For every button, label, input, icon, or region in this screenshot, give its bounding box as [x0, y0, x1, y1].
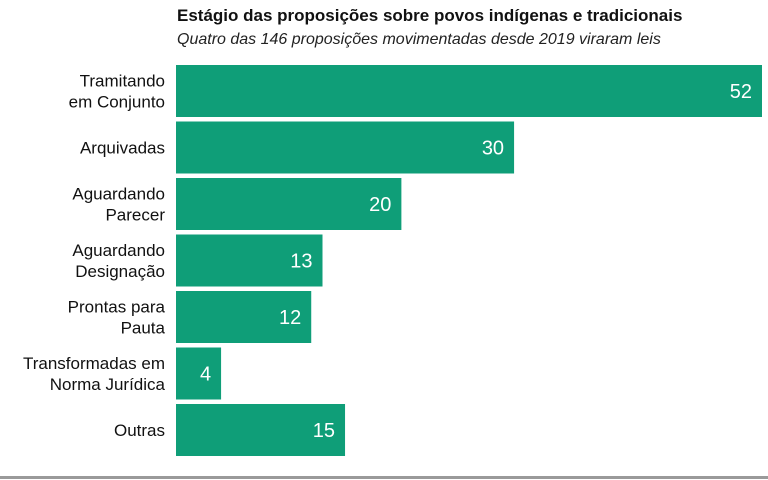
bar: [176, 347, 222, 400]
category-label: Transformadas em Norma Jurídica: [23, 354, 166, 394]
chart-title: Estágio das proposições sobre povos indí…: [177, 6, 683, 25]
bottom-divider: [0, 476, 768, 479]
data-label: 30: [482, 138, 504, 160]
category-label: Aguardando Designação: [72, 241, 165, 281]
category-label-line: Prontas para: [68, 298, 166, 317]
bar: [176, 291, 312, 343]
category-label-line: Transformadas em: [23, 354, 165, 373]
data-label: 52: [730, 81, 752, 103]
data-label: 4: [200, 364, 211, 386]
category-label-line: Aguardando: [72, 241, 165, 260]
chart-subtitle: Quatro das 146 proposições movimentadas …: [177, 31, 661, 48]
category-label-line: Arquivadas: [80, 139, 165, 158]
category-label-line: Aguardando: [72, 185, 165, 204]
category-label: Aguardando Parecer: [72, 185, 165, 225]
data-label: 15: [313, 420, 335, 442]
data-label: 13: [290, 251, 312, 273]
category-label-line: Pauta: [121, 319, 166, 338]
data-label: 20: [369, 194, 391, 216]
category-label: Arquivadas: [80, 139, 165, 158]
category-label: Outras: [114, 421, 165, 440]
bar: [176, 121, 515, 174]
category-label-line: Norma Jurídica: [50, 375, 166, 394]
category-label-line: Outras: [114, 421, 165, 440]
category-label: Prontas para Pauta: [68, 298, 166, 338]
category-label-line: Tramitando: [80, 72, 165, 91]
bar: [176, 234, 323, 287]
category-label: Tramitando em Conjunto: [69, 72, 165, 112]
data-label: 12: [279, 307, 301, 329]
bar: [176, 65, 762, 117]
category-label-line: em Conjunto: [69, 93, 165, 112]
category-label-line: Parecer: [105, 206, 165, 225]
bar: [176, 178, 402, 230]
category-label-line: Designação: [75, 262, 165, 281]
bar: [176, 404, 346, 456]
